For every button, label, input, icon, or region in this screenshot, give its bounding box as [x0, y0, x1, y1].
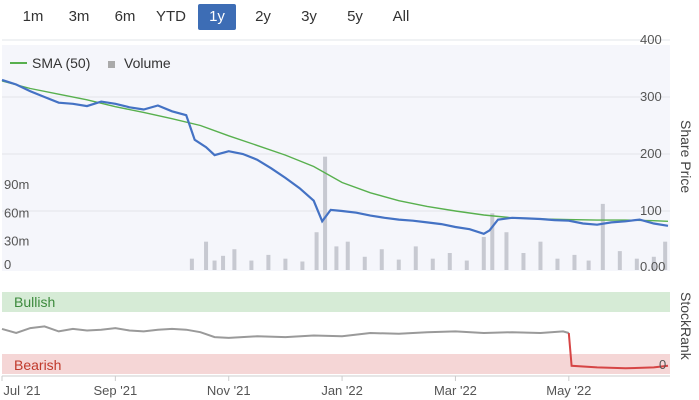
price-tick-label: 100 [640, 203, 662, 218]
volume-bar [232, 249, 237, 270]
volume-bar [490, 213, 495, 270]
volume-bar [600, 203, 605, 270]
volume-axis-ticks: 90m 60m 30m 0 [4, 177, 29, 272]
range-button-2y[interactable]: 2y [255, 8, 271, 25]
volume-legend-swatch [108, 61, 115, 68]
range-button-3y[interactable]: 3y [301, 8, 317, 25]
volume-bar [634, 258, 639, 270]
x-tick-label: Nov '21 [207, 383, 251, 398]
volume-bar [212, 260, 217, 270]
volume-bar [204, 241, 209, 270]
volume-tick-label: 60m [4, 205, 29, 220]
volume-bar [189, 258, 194, 270]
volume-tick-label: 30m [4, 234, 29, 249]
volume-bar [362, 256, 367, 270]
x-tick-label: Jul '21 [3, 383, 40, 398]
volume-bar [504, 232, 509, 270]
x-tick-label: Sep '21 [94, 383, 138, 398]
range-button-1m[interactable]: 1m [22, 8, 44, 25]
volume-bar [249, 260, 254, 270]
volume-bar [396, 259, 401, 270]
stockrank-axis-title: StockRank [678, 292, 694, 361]
volume-tick-label: 90m [4, 177, 29, 192]
volume-bar [555, 258, 560, 270]
volume-tick-label: 0 [4, 257, 11, 272]
x-tick-label: Mar '22 [434, 383, 477, 398]
volume-bar [447, 253, 452, 270]
stockrank-line [1, 325, 570, 339]
x-tick-label: Jan '22 [321, 383, 363, 398]
sma-legend-label: SMA (50) [32, 55, 90, 71]
x-axis-ticks: Jul '21 Sep '21 Nov '21 Jan '22 Mar '22 May '… [1, 376, 591, 398]
volume-legend-label: Volume [124, 55, 171, 71]
price-panel-background [2, 45, 670, 271]
volume-bar [617, 251, 622, 270]
range-button-ytd[interactable]: YTD [156, 8, 186, 25]
price-axis-ticks: 400 300 200 100 0.00 [640, 32, 665, 274]
stockrank-bearish-line [567, 332, 669, 370]
share-price-axis-title: Share Price [678, 120, 694, 193]
volume-bar [663, 241, 668, 270]
bearish-band [2, 354, 670, 374]
range-button-5y[interactable]: 5y [347, 8, 363, 25]
range-button-6m[interactable]: 6m [114, 8, 136, 25]
volume-bar [323, 156, 328, 270]
volume-bar [300, 261, 305, 270]
bullish-label: Bullish [14, 294, 55, 310]
price-line [1, 78, 669, 236]
range-button-3m[interactable]: 3m [68, 8, 90, 25]
price-tick-label: 0.00 [640, 259, 665, 274]
bearish-label: Bearish [14, 357, 61, 373]
range-button-1y[interactable]: 1y [198, 4, 236, 30]
range-selector: 1m 3m 6m YTD 1y 2y 3y 5y All [0, 4, 430, 30]
legend: SMA (50) Volume [10, 55, 171, 71]
volume-bar [521, 253, 526, 270]
volume-bar [334, 246, 339, 270]
range-button-all[interactable]: All [392, 8, 410, 25]
price-tick-label: 300 [640, 89, 662, 104]
volume-bar [345, 241, 350, 270]
volume-bar [464, 260, 469, 270]
x-tick-label: May '22 [546, 383, 591, 398]
price-tick-label: 200 [640, 146, 662, 161]
rank-axis-tick-0: 0 [659, 357, 666, 372]
volume-bar [572, 254, 577, 270]
volume-bar [481, 236, 486, 270]
volume-bar [413, 246, 418, 270]
volume-bar [430, 258, 435, 270]
bullish-band [2, 292, 670, 312]
volume-bars [189, 156, 668, 270]
volume-bar [379, 249, 384, 270]
volume-bar [538, 241, 543, 270]
volume-bar [651, 256, 656, 270]
volume-bar [586, 260, 591, 270]
volume-bar [221, 255, 226, 270]
volume-bar [283, 258, 288, 270]
volume-bar [266, 254, 271, 270]
price-tick-label: 400 [640, 32, 662, 47]
volume-bar [314, 232, 319, 270]
